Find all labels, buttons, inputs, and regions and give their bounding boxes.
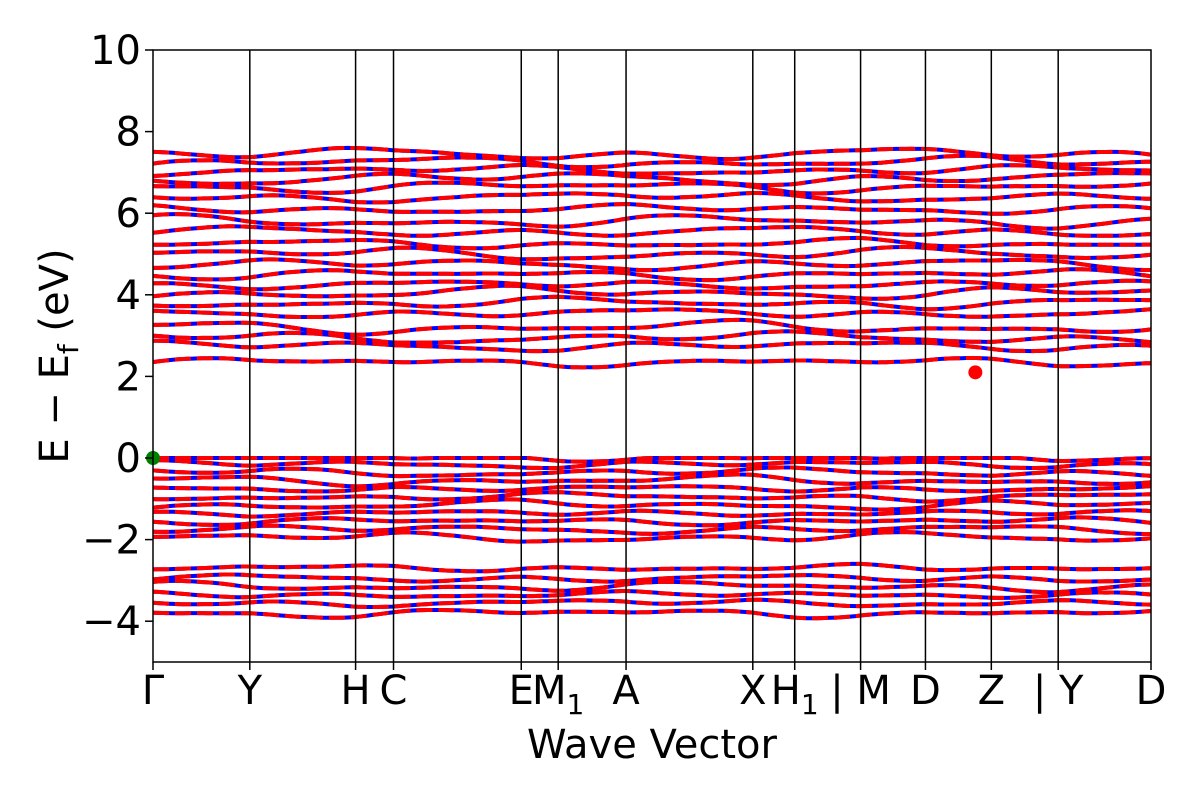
band-line-spin-down xyxy=(153,307,1151,319)
x-tick-label-text: D xyxy=(910,668,941,714)
x-tick-label-text: M xyxy=(532,668,567,714)
y-axis-label-unit: (eV) xyxy=(32,248,78,331)
band-line-spin-down xyxy=(153,589,1151,600)
band-line-spin-down xyxy=(153,578,1151,595)
band-line-spin-down xyxy=(153,597,1151,609)
band-line-spin-down xyxy=(153,523,1151,536)
y-axis-label-space xyxy=(32,332,78,345)
band-line-spin-down xyxy=(153,245,1151,262)
band-line-spin-down xyxy=(153,257,1151,273)
x-tick-label-text: E xyxy=(509,668,534,714)
x-tick-label-text: H xyxy=(771,668,801,714)
band-line-spin-down xyxy=(153,294,1151,312)
x-tick-label-text: Y xyxy=(237,668,263,714)
band-line-spin-down xyxy=(153,572,1151,584)
x-tick-label: C xyxy=(380,668,408,714)
band-line-spin-down xyxy=(153,356,1151,370)
x-tick-label: | Y xyxy=(1033,668,1084,714)
x-tick-label: D xyxy=(1136,668,1167,714)
band-line-spin-down xyxy=(153,212,1151,231)
y-axis-ticks: −4 −2 0 2 4 6 8 10 xyxy=(82,28,153,645)
band-line-spin-down xyxy=(153,465,1151,479)
y-tick-label: −4 xyxy=(82,599,141,645)
band-line-spin-down xyxy=(153,338,1151,354)
y-tick-label: 4 xyxy=(116,273,141,319)
band-line-spin-down xyxy=(153,561,1151,574)
kpoint-vertical-lines xyxy=(249,50,1059,662)
y-axis-label-sub: f xyxy=(52,343,85,354)
x-tick-label: Γ xyxy=(142,668,165,714)
x-tick-label-text: X xyxy=(739,668,766,714)
x-tick-label-text: Z xyxy=(978,668,1005,714)
plot-frame xyxy=(152,49,1152,663)
x-tick-label: D xyxy=(910,668,941,714)
x-tick-label-sub: 1 xyxy=(801,688,819,721)
x-axis-label: Wave Vector xyxy=(527,722,778,768)
x-tick-label-text: H xyxy=(341,668,371,714)
band-line-spin-down xyxy=(153,515,1151,528)
x-tick-label: A xyxy=(612,668,640,714)
x-tick-label: H xyxy=(341,668,371,714)
x-tick-label-sub: 1 xyxy=(567,688,585,721)
band-line-spin-down xyxy=(153,317,1151,337)
x-tick-label-text: D xyxy=(1136,668,1167,714)
x-tick-label-text: C xyxy=(380,668,408,714)
band-line-spin-down xyxy=(153,472,1151,489)
band-line-spin-down xyxy=(153,497,1151,512)
band-line-spin-down xyxy=(153,191,1151,205)
x-tick-label-text: | Y xyxy=(1033,668,1084,714)
y-tick-label: −2 xyxy=(82,518,141,564)
svg-text:E − Ef (eV): E − Ef (eV) xyxy=(32,248,85,463)
band-line-spin-down xyxy=(153,530,1151,544)
band-line-spin-down xyxy=(153,484,1151,494)
band-line-spin-down xyxy=(153,458,1151,470)
band-line-spin-down xyxy=(153,235,1151,251)
x-tick-label: H1 xyxy=(771,668,819,721)
bands-layer xyxy=(153,145,1151,621)
cbm-marker xyxy=(968,365,983,380)
band-line-spin-down xyxy=(153,283,1151,301)
y-axis-label-main: E − E xyxy=(32,354,78,464)
y-tick-label: 6 xyxy=(116,191,141,237)
x-tick-label-text: | M xyxy=(830,668,891,714)
band-line-spin-down xyxy=(153,224,1151,238)
band-line-spin-down xyxy=(153,329,1151,345)
y-tick-label: 2 xyxy=(116,354,141,400)
band-line-spin-down xyxy=(153,267,1151,283)
band-line-spin-down xyxy=(153,180,1151,196)
band-line-spin-down xyxy=(153,278,1151,292)
band-line-spin-down xyxy=(153,490,1151,504)
band-line-spin-down xyxy=(153,608,1151,621)
x-tick-label: Y xyxy=(237,668,263,714)
band-line-spin-down xyxy=(153,163,1151,178)
band-line-spin-down xyxy=(153,171,1151,188)
y-tick-label: 0 xyxy=(116,436,141,482)
y-tick-label: 8 xyxy=(116,110,141,156)
x-tick-label-text: A xyxy=(612,668,640,714)
band-line-spin-down xyxy=(153,153,1151,170)
band-line-spin-down xyxy=(153,201,1151,216)
band-line-spin-down xyxy=(153,145,1151,162)
band-line-spin-down xyxy=(153,508,1151,519)
x-tick-label: E xyxy=(509,668,534,714)
x-tick-label: M1 xyxy=(532,668,584,721)
y-axis-label: E − Ef (eV) xyxy=(32,248,85,463)
x-tick-label-text: Γ xyxy=(142,668,165,714)
x-tick-label: X xyxy=(739,668,766,714)
x-tick-label: | M xyxy=(830,668,891,714)
y-tick-label: 10 xyxy=(90,28,141,74)
band-line-spin-down xyxy=(153,456,1151,464)
x-tick-label: Z xyxy=(978,668,1005,714)
extrema-markers xyxy=(146,365,983,465)
